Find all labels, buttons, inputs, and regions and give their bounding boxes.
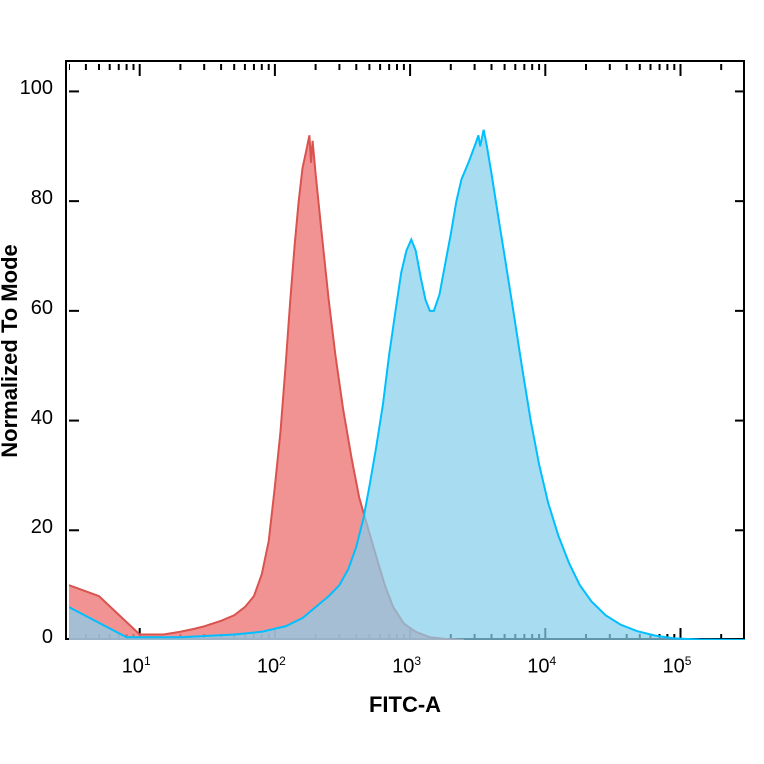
series-fill-blue [69,130,745,640]
y-axis-label: Normalized To Mode [0,241,23,461]
histogram-svg [69,64,745,640]
y-tick-label: 0 [42,626,53,649]
y-tick-label: 80 [31,187,53,210]
flow-cytometry-chart: Normalized To Mode FITC-A 0 20 40 60 80 100 10… [0,0,764,764]
x-tick-label: 105 [662,654,691,679]
y-tick-label: 40 [31,407,53,430]
x-tick-label: 101 [122,654,151,679]
x-tick-label: 102 [257,654,286,679]
y-tick-label: 20 [31,516,53,539]
y-tick-label: 60 [31,297,53,320]
x-tick-label: 104 [527,654,556,679]
x-tick-label: 103 [392,654,421,679]
plot-area [65,60,745,640]
x-axis-label: FITC-A [355,692,455,718]
y-tick-label: 100 [20,77,53,100]
